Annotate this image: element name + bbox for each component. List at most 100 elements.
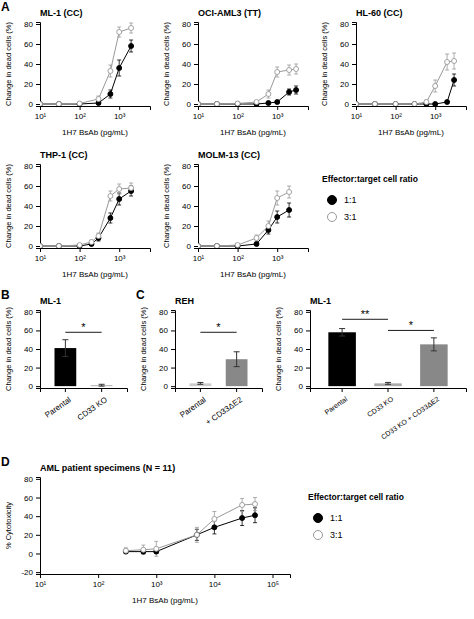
x-tick: 10² xyxy=(232,106,244,121)
x-tick-mark xyxy=(198,106,199,110)
point xyxy=(129,44,134,49)
y-tick-label: 20 xyxy=(24,80,33,89)
x-tick-label: Parental xyxy=(323,395,349,416)
y-tick-label: 60 xyxy=(294,326,303,335)
x-axis-title: 1H7 BsAb (pg/mL) xyxy=(378,128,444,137)
y-tick: 20 xyxy=(159,364,175,373)
legend: Effector:target cell ratio1:13:1 xyxy=(322,174,418,222)
y-tick: 0 xyxy=(299,382,310,391)
y-tick-mark xyxy=(36,64,40,65)
y-tick: 40 xyxy=(159,345,175,354)
x-tick-mark xyxy=(388,388,389,392)
point xyxy=(372,102,377,107)
y-tick-label: 40 xyxy=(182,60,191,69)
error-bar xyxy=(254,235,258,241)
legend: Effector:target cell ratio1:13:1 xyxy=(308,492,404,540)
y-tick-mark xyxy=(171,312,175,313)
x-axis-line xyxy=(176,389,263,393)
y-tick-label: 40 xyxy=(340,60,349,69)
point xyxy=(212,525,217,530)
x-axis-line xyxy=(41,575,291,579)
error-bar xyxy=(294,64,298,74)
y-tick-label: 60 xyxy=(24,182,33,191)
y-tick-label: 20 xyxy=(159,364,168,373)
x-tick: 10³ xyxy=(272,106,284,121)
y-tick-mark xyxy=(194,64,198,65)
y-tick: 20 xyxy=(182,80,198,89)
error-bar xyxy=(339,329,345,336)
x-tick-label: 10³ xyxy=(430,112,442,121)
legend-label: 3:1 xyxy=(330,530,343,540)
error-bar xyxy=(452,53,456,69)
x-axis-line xyxy=(41,107,151,111)
point xyxy=(40,102,43,107)
y-tick-label: 80 xyxy=(24,20,33,29)
legend-label: 1:1 xyxy=(330,513,343,523)
y-axis: 020406080 xyxy=(182,162,198,251)
plot-area xyxy=(55,340,113,386)
x-axis: 10¹10²10³ xyxy=(193,248,309,263)
plot-area xyxy=(40,23,134,106)
point xyxy=(40,244,43,249)
y-tick-mark xyxy=(36,572,40,573)
y-tick-mark xyxy=(36,535,40,536)
x-tick-mark xyxy=(40,248,41,252)
point xyxy=(433,102,438,107)
x-tick-mark xyxy=(198,248,199,252)
point xyxy=(214,102,219,107)
plot-area xyxy=(356,53,457,106)
y-tick: 40 xyxy=(24,60,40,69)
y-tick: 40 xyxy=(182,202,198,211)
point xyxy=(194,532,199,537)
panel: 020406080Parental+ CD33ΔE2REHChange in d… xyxy=(136,288,263,427)
x-tick: 10¹ xyxy=(35,106,47,121)
y-tick-label: 20 xyxy=(340,80,349,89)
x-tick-mark xyxy=(238,106,239,110)
panel: 020406080ParentalCD33 KOML-1Change in de… xyxy=(1,288,128,422)
y-tick-mark xyxy=(36,44,40,45)
point xyxy=(154,546,159,551)
point xyxy=(433,84,438,89)
point xyxy=(356,102,359,107)
y-tick-mark xyxy=(171,330,175,331)
x-tick-label: 10⁵ xyxy=(267,580,279,589)
y-tick-label: 80 xyxy=(24,308,33,317)
y-tick: 60 xyxy=(340,40,356,49)
point xyxy=(77,243,82,248)
y-axis: 020406080 xyxy=(24,162,40,251)
point xyxy=(266,101,271,106)
error-bar xyxy=(96,96,100,102)
x-tick-mark xyxy=(273,574,274,578)
panel: 020406080ParentalCD33 KOCD33 KO + CD33ΔE… xyxy=(274,296,467,441)
point xyxy=(294,88,299,93)
point xyxy=(198,244,201,249)
plot-area xyxy=(198,186,292,248)
x-tick: Parental xyxy=(178,388,208,420)
x-tick-label: 10¹ xyxy=(35,580,47,589)
y-tick-label: 0 xyxy=(29,242,34,251)
error-bar xyxy=(117,60,121,76)
x-tick-label: 10² xyxy=(74,112,86,121)
error-bar xyxy=(294,86,298,94)
significance-label: * xyxy=(216,321,221,333)
x-tick: CD33 KO + CD33ΔE2 xyxy=(380,388,441,441)
x-tick-label: 10³ xyxy=(114,254,126,263)
x-tick-mark xyxy=(433,388,434,392)
y-tick-label: -20 xyxy=(21,568,33,577)
y-axis-line xyxy=(36,23,41,107)
point xyxy=(235,102,240,107)
x-tick: CD33 KO xyxy=(366,388,395,418)
panel: 02040608010¹10²10³ML-1 (CC)1H7 BsAb (pg/… xyxy=(1,0,151,137)
y-tick-mark xyxy=(36,84,40,85)
y-tick: 60 xyxy=(24,326,40,335)
panel: -2002040608010¹10²10³10⁴10⁵AML patient s… xyxy=(1,455,291,605)
error-bar xyxy=(287,186,291,198)
point xyxy=(287,208,292,213)
error-bar xyxy=(275,191,279,205)
y-tick: 20 xyxy=(24,80,40,89)
panel: 02040608010¹10²10³THP-1 (CC)1H7 BsAb (pg… xyxy=(4,150,151,279)
error-bar xyxy=(385,382,391,384)
y-tick-mark xyxy=(306,330,310,331)
error-bar xyxy=(129,23,133,33)
x-axis: Parental CD33 KOCD33 KO + CD33ΔE2 xyxy=(311,388,467,441)
